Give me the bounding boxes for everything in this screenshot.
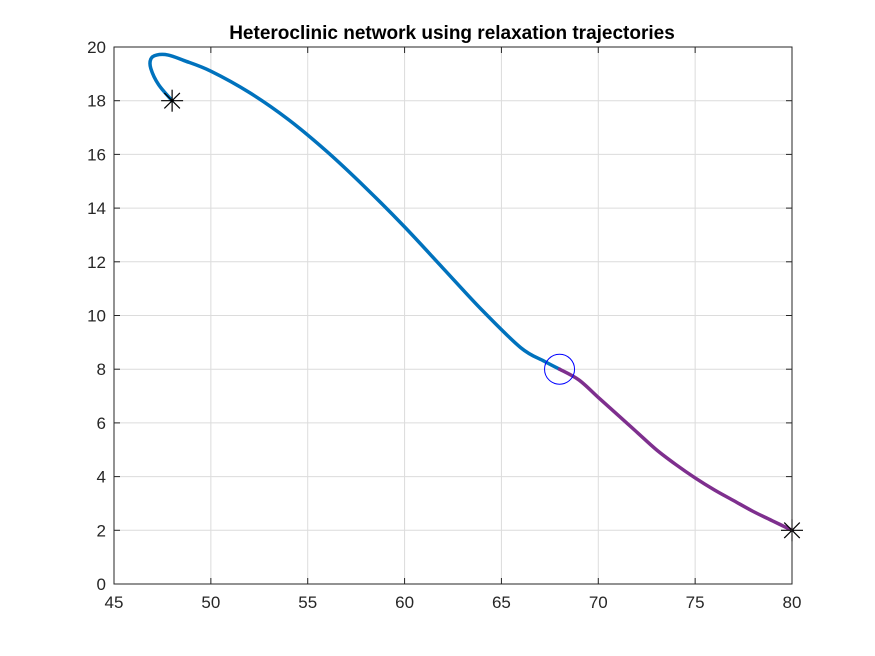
tick-marks	[113, 46, 793, 585]
y-tick-label: 8	[97, 360, 106, 379]
x-tick-label: 75	[686, 593, 705, 612]
x-tick-label: 45	[105, 593, 124, 612]
series-line-1	[148, 52, 562, 371]
y-tick-label: 2	[97, 521, 106, 540]
x-tick-label: 65	[492, 593, 511, 612]
x-tick-label: 50	[201, 593, 220, 612]
y-tick-label: 0	[97, 575, 106, 594]
y-tick-label: 14	[87, 199, 106, 218]
y-tick-label: 20	[87, 38, 106, 57]
series-layer	[148, 52, 794, 533]
x-tick-label: 70	[589, 593, 608, 612]
x-tick-label: 80	[783, 593, 802, 612]
y-tick-label: 10	[87, 307, 106, 326]
y-tick-labels: 0 2 4 6 8 10 12 14 16 18 20	[87, 38, 106, 594]
y-tick-label: 12	[87, 253, 106, 272]
y-tick-label: 6	[97, 414, 106, 433]
x-tick-labels: 45 50 55 60 65 70 75 80	[105, 593, 802, 612]
x-tick-label: 60	[395, 593, 414, 612]
circle-marker	[544, 353, 576, 385]
chart-title: Heteroclinic network using relaxation tr…	[229, 23, 675, 44]
y-tick-label: 18	[87, 92, 106, 111]
asterisk-marker	[161, 89, 184, 112]
y-tick-label: 16	[87, 145, 106, 164]
y-tick-label: 4	[97, 468, 106, 487]
series-line-2	[557, 367, 794, 533]
x-tick-label: 55	[298, 593, 317, 612]
